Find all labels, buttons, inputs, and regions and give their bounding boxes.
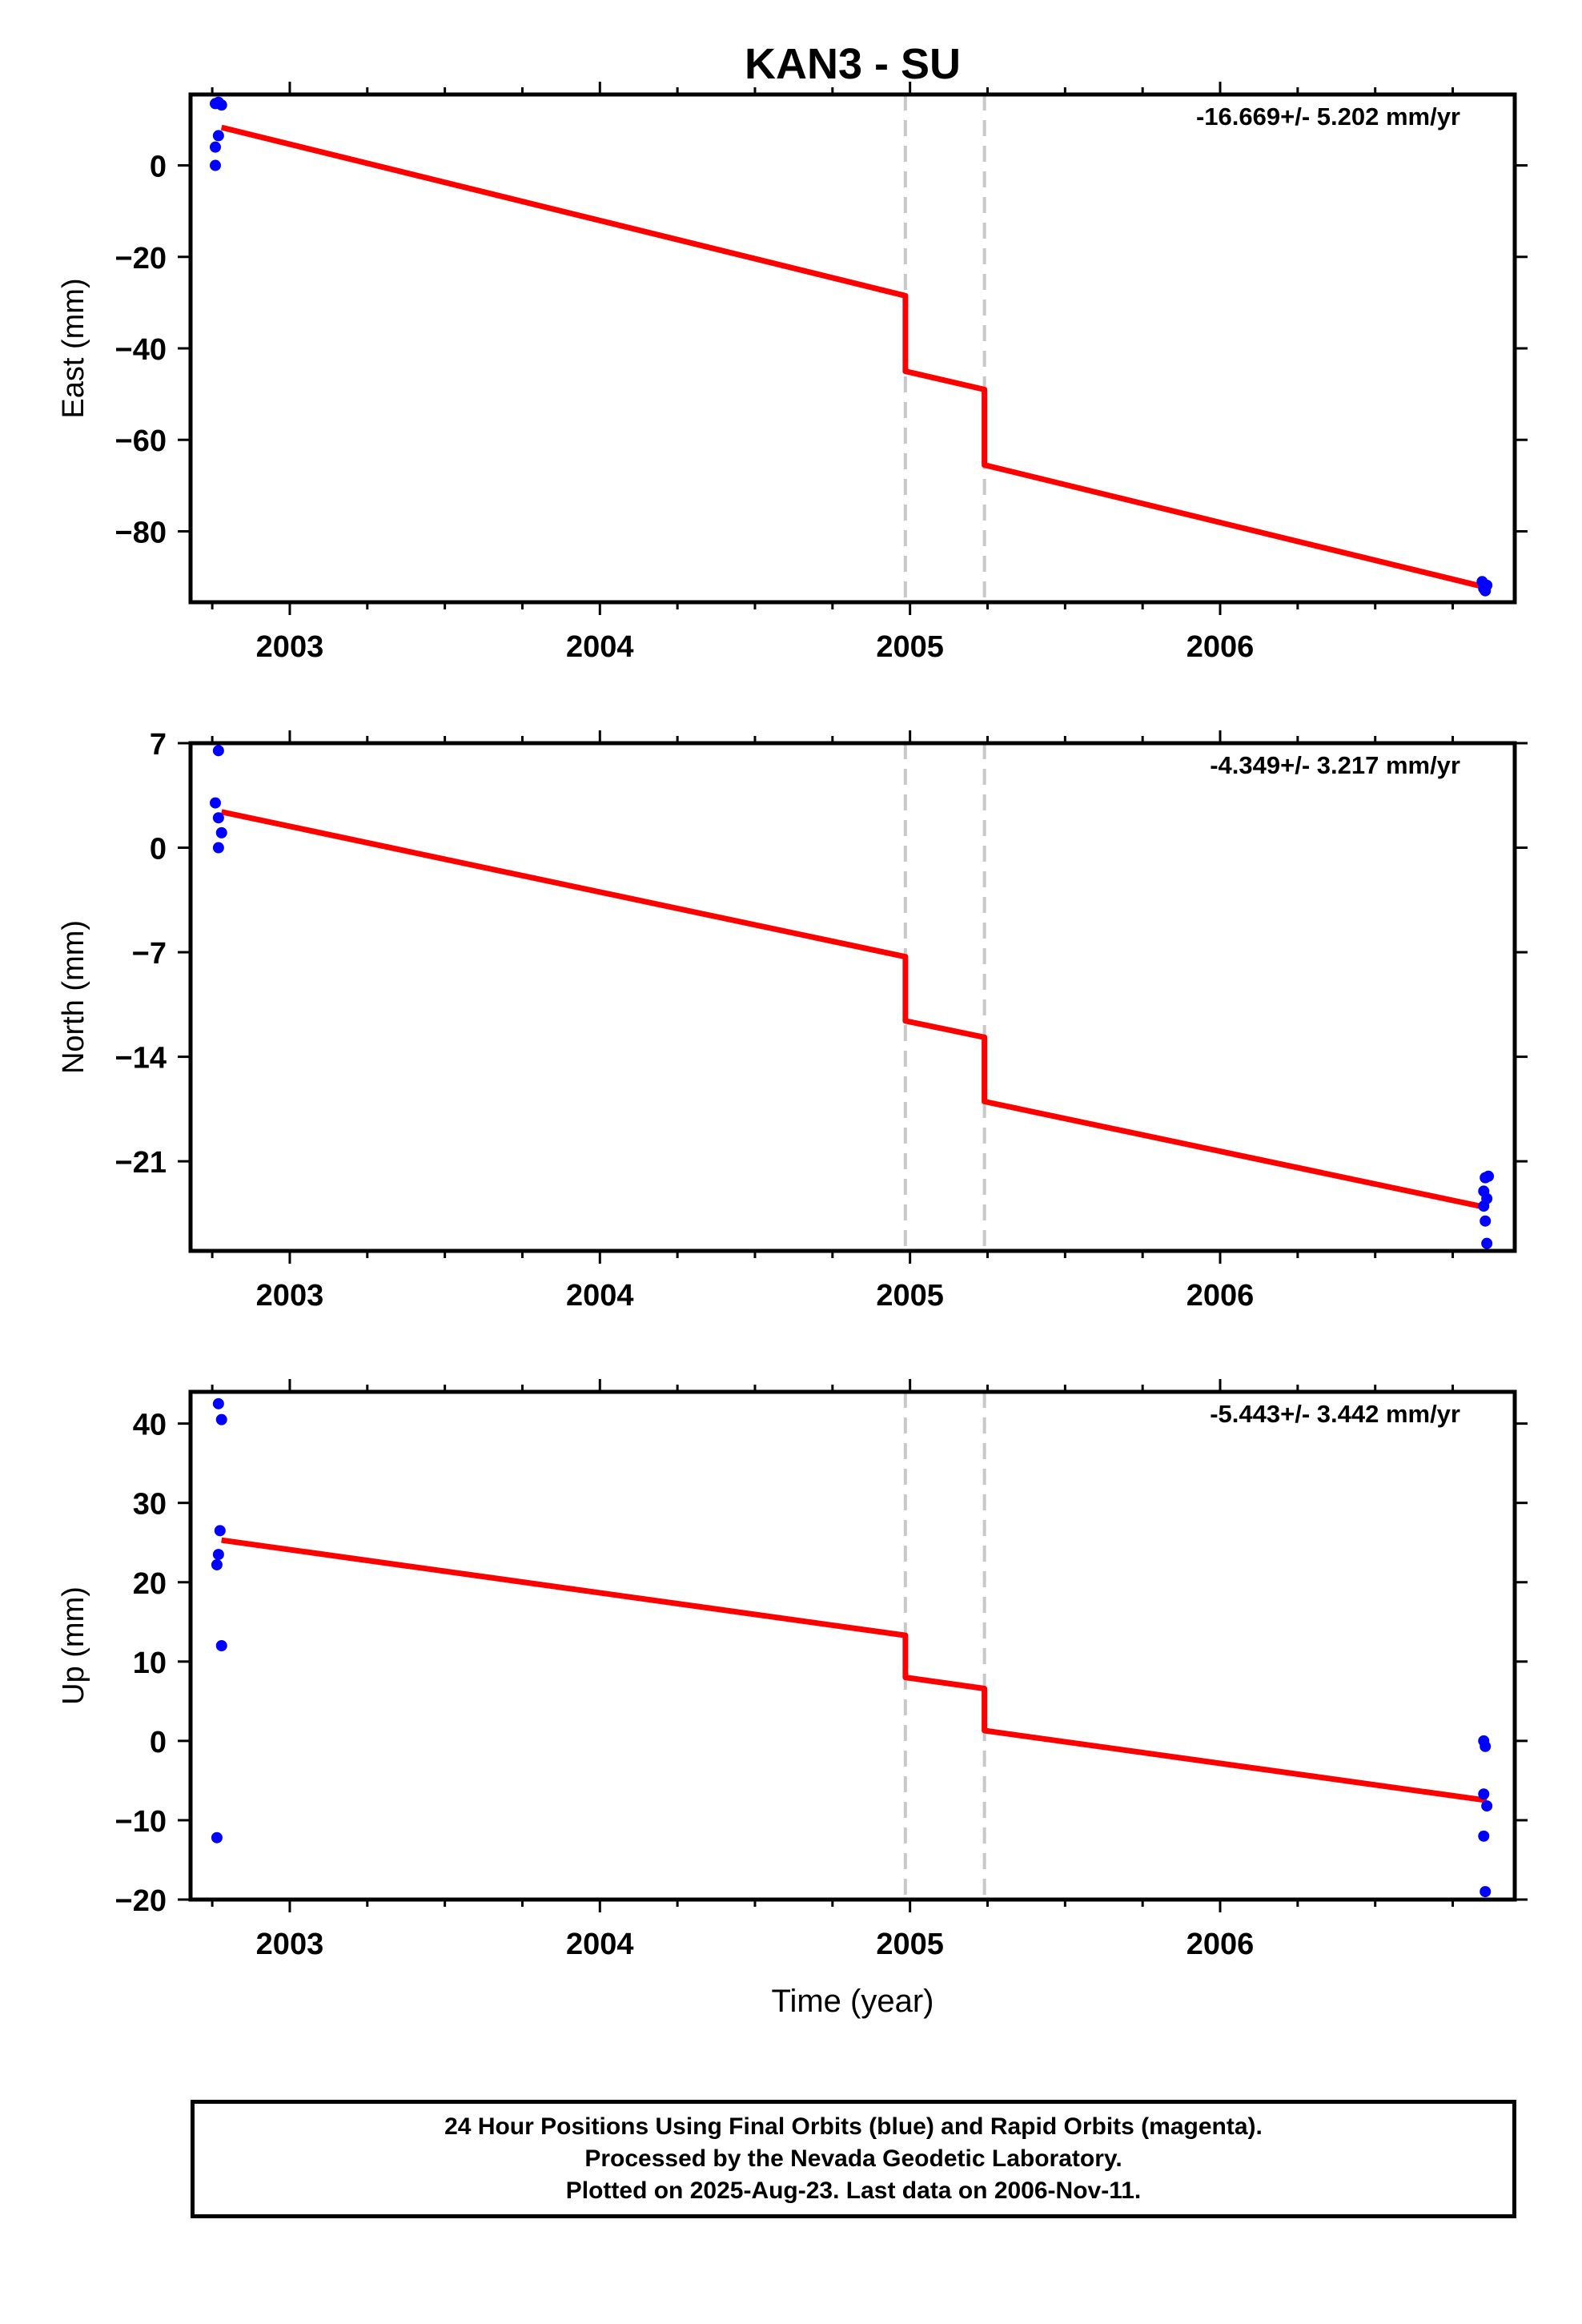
x-tick-label: 2006 [1186,630,1255,664]
chart-title: KAN3 - SU [745,40,961,88]
y-tick-label: −14 [115,1042,167,1076]
x-tick-label: 2003 [256,1279,324,1313]
rate-label: -5.443+/- 3.442 mm/yr [1210,1400,1460,1428]
panel-east: 2003 2004 2005 2006 0 −20 −40 −60 −80 East (mm) -1… [57,82,1528,664]
y-axis-label: North (mm) [57,920,90,1074]
x-tick-label: 2006 [1186,1279,1255,1313]
y-axis-label: Up (mm) [57,1586,90,1705]
plot-frame [188,1389,1517,1902]
data-point [1480,1740,1492,1752]
data-point [212,842,224,854]
x-tick-label: 2004 [566,630,634,664]
panel-north: 2003 2004 2005 2006 7 0 −7 −14 −21 North (mm) -4.3… [57,728,1528,1313]
x-axis-label: Time (year) [772,1984,934,2019]
y-tick-label: 30 [133,1488,167,1522]
footer-box: 24 Hour Positions Using Final Orbits (bl… [191,2100,1516,2218]
data-point [211,1831,223,1844]
data-point [1480,1215,1492,1227]
rate-label: -4.349+/- 3.217 mm/yr [1210,751,1460,779]
x-tick-label: 2006 [1186,1928,1255,1961]
data-point [1480,1886,1492,1898]
data-point [214,1525,226,1537]
data-point [211,1558,223,1570]
plot-frame [188,741,1517,1253]
x-tick-label: 2004 [566,1928,634,1961]
data-point [215,1413,227,1425]
y-tick-label: 10 [133,1647,167,1680]
data-point [1478,1200,1490,1212]
rate-label: -16.669+/- 5.202 mm/yr [1196,103,1460,131]
panels: 2003 2004 2005 2006 0 −20 −40 −60 −80 East (mm) -1… [57,82,1528,2019]
data-point [212,812,224,824]
x-tick-label: 2004 [566,1279,634,1313]
y-tick-label: −20 [115,242,167,275]
y-tick-label: 7 [150,728,167,762]
fit-line [221,1537,1488,1803]
footer-line-2: Processed by the Nevada Geodetic Laborat… [584,2145,1122,2172]
y-tick-label: −40 [115,333,167,367]
y-tick-label: −21 [115,1146,167,1180]
data-point [209,141,221,153]
data-point [212,745,224,757]
x-tick-label: 2003 [256,1928,324,1961]
data-point [1478,1830,1490,1842]
y-tick-label: −10 [115,1805,167,1839]
y-axis-label: East (mm) [57,278,90,418]
data-point [1481,579,1493,591]
data-point [212,1549,224,1561]
fit-line [220,809,1488,1211]
data-point [1483,1170,1495,1182]
y-tick-label: 0 [150,833,167,866]
data-point [212,1397,224,1409]
x-tick-label: 2003 [256,630,324,664]
y-tick-label: −80 [115,516,167,549]
y-tick-label: −60 [115,424,167,458]
footer-line-1: 24 Hour Positions Using Final Orbits (bl… [444,2113,1263,2140]
x-tick-label: 2005 [876,1928,944,1961]
y-tick-label: 0 [150,151,167,184]
fit-line [220,124,1488,591]
y-tick-label: 40 [133,1409,167,1442]
footer-line-3: Plotted on 2025-Aug-23. Last data on 200… [565,2177,1142,2204]
x-tick-label: 2005 [876,1279,944,1313]
panel-up: 2003 2004 2005 2006 40 30 20 10 0 −10 −20 Up (mm) -5… [57,1379,1528,2019]
y-tick-label: 0 [150,1726,167,1759]
data-point [212,130,224,142]
y-tick-label: −7 [132,937,167,971]
data-point [215,99,227,111]
data-point [1478,1788,1490,1800]
plot-frame [188,92,1517,605]
data-point [1481,1237,1493,1249]
x-tick-label: 2005 [876,630,944,664]
y-tick-label: −20 [115,1884,167,1918]
data-point [209,159,221,171]
data-point [1481,1800,1493,1812]
data-point [209,797,221,809]
data-point [215,1640,227,1651]
data-point [215,826,227,838]
y-tick-label: 20 [133,1567,167,1601]
